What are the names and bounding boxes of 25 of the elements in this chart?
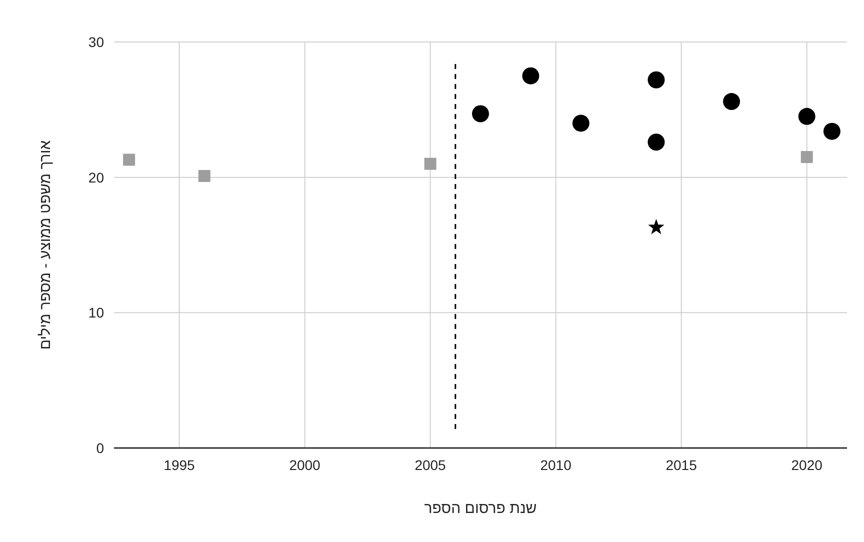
y-tick-label: 0 (96, 440, 104, 456)
point (572, 114, 590, 132)
x-tick-label: 2010 (540, 457, 572, 473)
point (800, 151, 813, 164)
point (798, 108, 816, 125)
y-tick-label: 30 (88, 34, 104, 50)
point (723, 93, 740, 110)
y-tick-label: 10 (88, 304, 104, 321)
point (472, 105, 489, 122)
point (424, 158, 436, 170)
point (198, 170, 210, 182)
point (648, 71, 665, 88)
x-tick-label: 2015 (666, 457, 698, 473)
point (823, 122, 840, 140)
y-tick-label: 20 (88, 169, 104, 186)
x-tick-label: 2005 (414, 457, 446, 473)
point (522, 67, 540, 84)
x-axis-title: שנת פרסום הספר (424, 500, 537, 517)
point (648, 134, 665, 151)
x-tick-label: 2020 (791, 457, 823, 473)
x-tick-label: 2000 (289, 457, 321, 473)
point (648, 218, 664, 234)
x-tick-label: 1995 (164, 457, 196, 473)
point (123, 154, 136, 166)
y-axis-title: אורך משפט ממוצע - מספר מילים (37, 140, 54, 350)
